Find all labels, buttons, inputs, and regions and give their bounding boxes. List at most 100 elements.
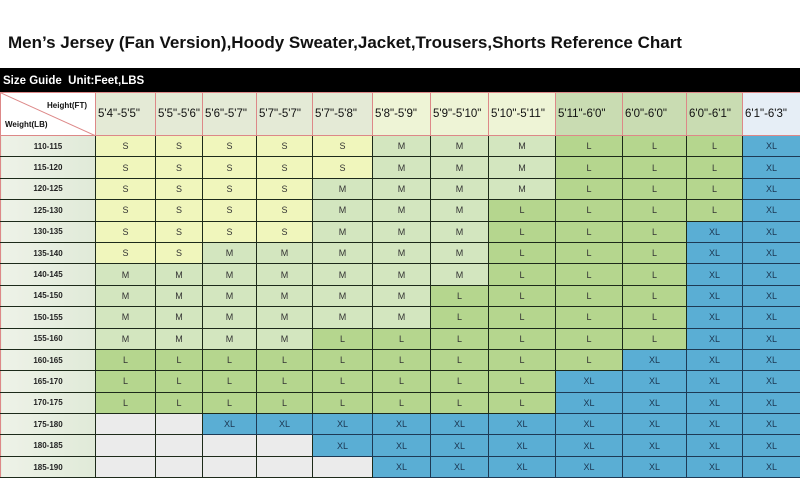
size-cell: XL <box>430 434 489 457</box>
size-cell <box>95 413 156 436</box>
size-chart-table: Height(FT) Weight(LB) 5'4"-5'5" 5'5"-5'6"… <box>0 92 800 479</box>
size-cell: L <box>488 199 556 222</box>
size-cell: XL <box>742 413 800 436</box>
size-cell: L <box>430 348 489 372</box>
size-cell: S <box>256 220 313 243</box>
size-cell: S <box>202 177 257 201</box>
size-cell: XL <box>686 455 743 479</box>
height-header: 5'6"-5'7" <box>202 92 257 136</box>
size-cell: L <box>622 263 687 286</box>
size-cell: XL <box>742 327 800 350</box>
height-header: 5'7"-5'8" <box>312 92 373 136</box>
size-cell: XL <box>742 391 800 415</box>
weight-label: 160-165 <box>0 348 96 372</box>
size-cell: L <box>555 284 623 308</box>
size-cell: XL <box>372 434 431 457</box>
table-row: 160-165 L L L L L L L L L XL XL XL <box>0 348 800 372</box>
size-cell: L <box>488 370 556 393</box>
weight-label: 110-115 <box>0 134 96 158</box>
size-cell: S <box>155 199 203 222</box>
size-cell: L <box>686 134 743 158</box>
size-cell: S <box>202 220 257 243</box>
size-cell: L <box>312 370 373 393</box>
size-cell: XL <box>555 455 623 479</box>
size-cell: L <box>488 327 556 350</box>
size-cell: M <box>256 327 313 350</box>
size-cell: S <box>95 220 156 243</box>
size-cell: M <box>430 156 489 179</box>
size-cell: L <box>202 391 257 415</box>
size-cell: L <box>555 306 623 329</box>
size-cell: S <box>202 134 257 158</box>
size-cell: XL <box>622 391 687 415</box>
size-cell: L <box>430 306 489 329</box>
weight-label: 165-170 <box>0 370 96 393</box>
size-cell: L <box>372 327 431 350</box>
size-cell: M <box>488 134 556 158</box>
table-row: 170-175 L L L L L L L L XL XL XL XL <box>0 391 800 415</box>
size-cell: XL <box>686 241 743 265</box>
size-cell: L <box>555 199 623 222</box>
size-cell: L <box>256 391 313 415</box>
size-cell <box>155 455 203 479</box>
size-cell: XL <box>742 370 800 393</box>
table-row: 125-130 S S S S M M M L L L L XL <box>0 199 800 222</box>
size-cell: XL <box>555 434 623 457</box>
size-cell: XL <box>555 413 623 436</box>
size-cell: S <box>312 134 373 158</box>
size-cell: XL <box>312 434 373 457</box>
weight-label: 115-120 <box>0 156 96 179</box>
size-cell: L <box>622 156 687 179</box>
table-row: 180-185 XL XL XL XL XL XL XL XL <box>0 434 800 457</box>
size-cell: M <box>95 306 156 329</box>
size-cell: XL <box>742 220 800 243</box>
size-cell: M <box>256 284 313 308</box>
size-cell <box>95 434 156 457</box>
size-cell: L <box>555 263 623 286</box>
diagonal-divider <box>1 93 94 135</box>
size-cell: L <box>488 220 556 243</box>
size-cell: L <box>488 306 556 329</box>
size-cell: L <box>622 177 687 201</box>
size-cell: M <box>488 156 556 179</box>
weight-label: 125-130 <box>0 199 96 222</box>
weight-label: 175-180 <box>0 413 96 436</box>
size-cell: XL <box>555 370 623 393</box>
size-cell: M <box>312 177 373 201</box>
size-cell: M <box>202 263 257 286</box>
size-cell: L <box>372 391 431 415</box>
size-cell: M <box>372 220 431 243</box>
height-header: 6'1"-6'3" <box>742 92 800 136</box>
chart-title: Men’s Jersey (Fan Version),Hoody Sweater… <box>8 33 682 52</box>
size-cell: XL <box>430 455 489 479</box>
size-cell: L <box>430 391 489 415</box>
height-header: 5'11"-6'0" <box>555 92 623 136</box>
size-cell: L <box>155 370 203 393</box>
size-cell: S <box>202 199 257 222</box>
size-cell: M <box>155 306 203 329</box>
size-cell: M <box>372 284 431 308</box>
size-cell: XL <box>488 434 556 457</box>
size-cell: XL <box>742 348 800 372</box>
size-cell: L <box>256 370 313 393</box>
size-cell: S <box>155 134 203 158</box>
size-cell: L <box>372 370 431 393</box>
size-cell: XL <box>430 413 489 436</box>
size-cell: XL <box>742 177 800 201</box>
size-cell: L <box>430 284 489 308</box>
size-cell: M <box>155 284 203 308</box>
size-cell <box>155 413 203 436</box>
size-cell: XL <box>742 263 800 286</box>
size-cell <box>202 455 257 479</box>
size-cell: L <box>488 391 556 415</box>
size-cell: M <box>372 241 431 265</box>
height-header: 6'0"-6'1" <box>686 92 743 136</box>
height-header: 5'7"-5'7" <box>256 92 313 136</box>
size-cell: L <box>202 370 257 393</box>
size-cell: XL <box>622 348 687 372</box>
size-cell: XL <box>622 434 687 457</box>
size-cell: XL <box>686 391 743 415</box>
size-cell: L <box>622 284 687 308</box>
size-cell: M <box>312 263 373 286</box>
size-cell: S <box>256 177 313 201</box>
